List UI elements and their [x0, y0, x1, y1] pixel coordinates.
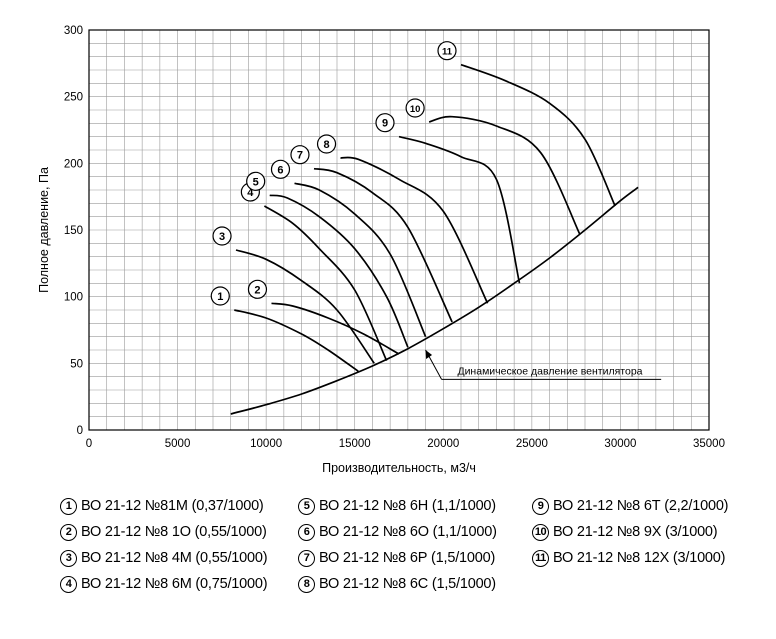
legend-item: 3 ВО 21-12 №8 4М (0,55/1000)	[60, 548, 298, 568]
dynamic-pressure-line	[230, 186, 639, 415]
x-tick-label: 5000	[165, 438, 191, 450]
legend-label: ВО 21-12 №8 6Р (1,5/1000)	[319, 550, 496, 566]
legend-label: ВО 21-12 №8 6Н (1,1/1000)	[319, 498, 496, 514]
legend-number-badge: 4	[60, 575, 77, 593]
y-tick-label: 150	[64, 225, 83, 237]
fan-curves	[234, 63, 616, 373]
fan-curve-10	[428, 115, 581, 235]
curve-marker-circle-7	[290, 145, 310, 165]
legend-item: 11 ВО 21-12 №8 12Х (3/1000)	[532, 548, 770, 568]
fan-curve-2	[271, 302, 400, 355]
dynamic-pressure-label: Динамическое давление вентилятора	[457, 365, 642, 377]
legend-label: ВО 21-12 №8 1О (0,55/1000)	[81, 524, 267, 540]
curve-marker-circle-5	[246, 171, 266, 191]
fan-curve-1	[234, 309, 359, 373]
curve-marker-label-2: 2	[254, 284, 260, 296]
legend-number-badge: 8	[298, 575, 315, 593]
fan-curve-9	[398, 135, 521, 284]
y-tick-label: 200	[64, 158, 83, 170]
y-tick-label: 300	[64, 25, 83, 37]
legend-label: ВО 21-12 №8 6М (0,75/1000)	[81, 576, 268, 592]
legend-item: 10 ВО 21-12 №8 9Х (3/1000)	[532, 522, 770, 542]
legend-number-badge: 5	[298, 497, 315, 515]
y-tick-label: 100	[64, 292, 83, 304]
y-tick-label: 0	[77, 425, 83, 437]
x-tick-label: 25000	[516, 438, 548, 450]
legend-number-badge: 2	[60, 523, 77, 541]
curve-marker-label-3: 3	[219, 231, 225, 243]
curve-marker-circle-9	[375, 113, 395, 133]
callout-arrowhead	[425, 350, 433, 359]
legend-item: 1 ВО 21-12 №81М (0,37/1000)	[60, 496, 298, 516]
x-tick-label: 35000	[693, 438, 725, 450]
y-tick-label: 250	[64, 92, 83, 104]
curve-marker-circle-1	[210, 286, 230, 306]
chart-grid	[89, 30, 709, 430]
curve-marker-label-7: 7	[297, 150, 303, 162]
y-axis-label: Полное давление, Па	[37, 167, 51, 293]
dynamic-pressure-group: Динамическое давление вентилятора	[230, 186, 662, 415]
curve-number-markers: 1 2 3 45 6 7 8 9 10 11	[210, 41, 457, 306]
fan-curve-3	[235, 249, 375, 364]
curve-marker-label-5: 5	[253, 176, 259, 188]
legend-number-badge: 7	[298, 549, 315, 567]
legend-label: ВО 21-12 №8 12Х (3/1000)	[553, 550, 726, 566]
fan-curve-4	[263, 205, 388, 362]
y-tick-labels: 0 50 100 150 200 250 300	[64, 25, 83, 437]
legend-item: 4 ВО 21-12 №8 6М (0,75/1000)	[60, 574, 298, 594]
legend-label: ВО 21-12 №81М (0,37/1000)	[81, 498, 264, 514]
fan-curve-8	[340, 156, 489, 304]
curve-marker-circle-10	[405, 98, 425, 118]
legend-number-badge: 3	[60, 549, 77, 567]
y-tick-label: 50	[70, 358, 83, 370]
legend-item: 6 ВО 21-12 №8 6О (1,1/1000)	[298, 522, 532, 542]
curve-marker-label-9: 9	[382, 118, 388, 130]
legend-item: 2 ВО 21-12 №8 1О (0,55/1000)	[60, 522, 298, 542]
legend-number-badge: 9	[532, 497, 549, 515]
x-tick-labels: 0 5000 10000 15000 20000 25000 30000 35000	[86, 438, 725, 450]
curve-marker-circle-8	[316, 134, 337, 154]
fan-performance-chart: 0 5000 10000 15000 20000 25000 30000 35000 0 50 1…	[37, 25, 725, 475]
legend-label: ВО 21-12 №8 6С (1,5/1000)	[319, 576, 496, 592]
x-axis-label: Производительность, м3/ч	[322, 461, 476, 475]
legend-label: ВО 21-12 №8 6О (1,1/1000)	[319, 524, 497, 540]
fan-curve-11	[460, 63, 616, 207]
fan-curve-6	[294, 182, 427, 338]
curve-marker-label-11: 11	[442, 47, 453, 58]
x-tick-label: 10000	[250, 438, 282, 450]
fan-curve-5	[269, 194, 409, 348]
legend-item: 5 ВО 21-12 №8 6Н (1,1/1000)	[298, 496, 532, 516]
curve-marker-label-8: 8	[323, 139, 329, 151]
x-tick-label: 15000	[339, 438, 371, 450]
legend: 1 ВО 21-12 №81М (0,37/1000) 5 ВО 21-12 №8 6…	[60, 496, 770, 594]
x-tick-label: 30000	[604, 438, 636, 450]
curve-marker-circle-2	[247, 279, 268, 299]
legend-number-badge: 10	[532, 523, 549, 541]
legend-item: 8 ВО 21-12 №8 6С (1,5/1000)	[298, 574, 532, 594]
curve-marker-label-4: 4	[247, 187, 254, 199]
x-tick-label: 20000	[427, 438, 459, 450]
x-tick-label: 0	[86, 438, 92, 450]
curve-marker-circle-3	[212, 226, 232, 246]
curve-marker-circle-11	[437, 41, 457, 61]
curve-marker-circle-6	[270, 159, 291, 179]
curve-marker-label-6: 6	[277, 164, 283, 176]
curve-marker-label-1: 1	[217, 291, 223, 303]
legend-label: ВО 21-12 №8 9Х (3/1000)	[553, 524, 718, 540]
plot-frame	[88, 29, 710, 431]
legend-number-badge: 6	[298, 523, 315, 541]
legend-label: ВО 21-12 №8 4М (0,55/1000)	[81, 550, 268, 566]
fan-curve-7	[313, 167, 453, 323]
curve-marker-label-10: 10	[410, 104, 421, 115]
legend-number-badge: 11	[532, 549, 549, 567]
legend-number-badge: 1	[60, 497, 77, 515]
legend-item: 9 ВО 21-12 №8 6Т (2,2/1000)	[532, 496, 770, 516]
legend-label: ВО 21-12 №8 6Т (2,2/1000)	[553, 498, 729, 514]
legend-item: 7 ВО 21-12 №8 6Р (1,5/1000)	[298, 548, 532, 568]
